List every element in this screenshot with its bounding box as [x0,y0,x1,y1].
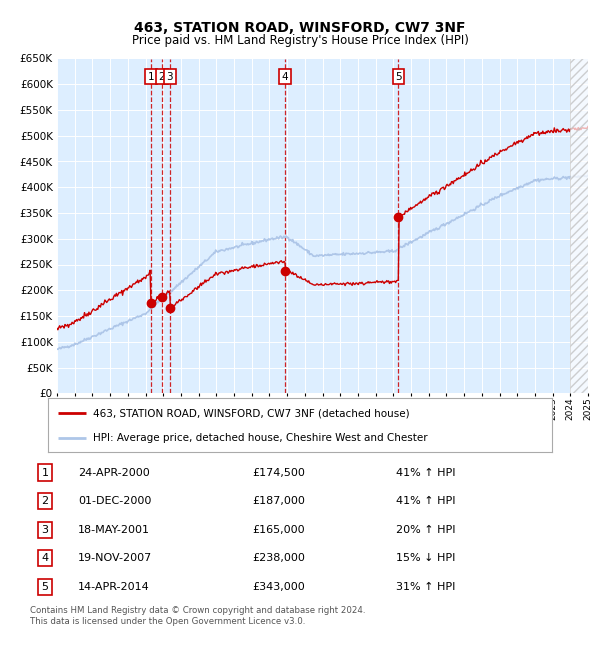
Text: Price paid vs. HM Land Registry's House Price Index (HPI): Price paid vs. HM Land Registry's House … [131,34,469,47]
Text: 1: 1 [148,72,154,81]
Text: 20% ↑ HPI: 20% ↑ HPI [396,525,455,535]
Text: 41% ↑ HPI: 41% ↑ HPI [396,467,455,478]
Text: HPI: Average price, detached house, Cheshire West and Chester: HPI: Average price, detached house, Ches… [94,434,428,443]
Text: 24-APR-2000: 24-APR-2000 [78,467,150,478]
Text: 31% ↑ HPI: 31% ↑ HPI [396,582,455,592]
Text: 463, STATION ROAD, WINSFORD, CW7 3NF: 463, STATION ROAD, WINSFORD, CW7 3NF [134,21,466,35]
Text: 18-MAY-2001: 18-MAY-2001 [78,525,150,535]
Text: 41% ↑ HPI: 41% ↑ HPI [396,496,455,506]
Text: 15% ↓ HPI: 15% ↓ HPI [396,553,455,564]
Text: 1: 1 [41,467,49,478]
Text: 3: 3 [41,525,49,535]
Text: £165,000: £165,000 [252,525,305,535]
Text: £174,500: £174,500 [252,467,305,478]
Polygon shape [570,58,588,393]
Text: 01-DEC-2000: 01-DEC-2000 [78,496,151,506]
Text: £238,000: £238,000 [252,553,305,564]
Text: 2: 2 [158,72,165,81]
Text: 5: 5 [395,72,402,81]
Text: 4: 4 [41,553,49,564]
Text: £187,000: £187,000 [252,496,305,506]
Text: £343,000: £343,000 [252,582,305,592]
Text: 14-APR-2014: 14-APR-2014 [78,582,150,592]
Text: 19-NOV-2007: 19-NOV-2007 [78,553,152,564]
Text: 5: 5 [41,582,49,592]
Text: 463, STATION ROAD, WINSFORD, CW7 3NF (detached house): 463, STATION ROAD, WINSFORD, CW7 3NF (de… [94,408,410,419]
Text: 2: 2 [41,496,49,506]
Text: 3: 3 [167,72,173,81]
Text: This data is licensed under the Open Government Licence v3.0.: This data is licensed under the Open Gov… [30,618,305,627]
Text: Contains HM Land Registry data © Crown copyright and database right 2024.: Contains HM Land Registry data © Crown c… [30,606,365,615]
Text: 4: 4 [281,72,288,81]
